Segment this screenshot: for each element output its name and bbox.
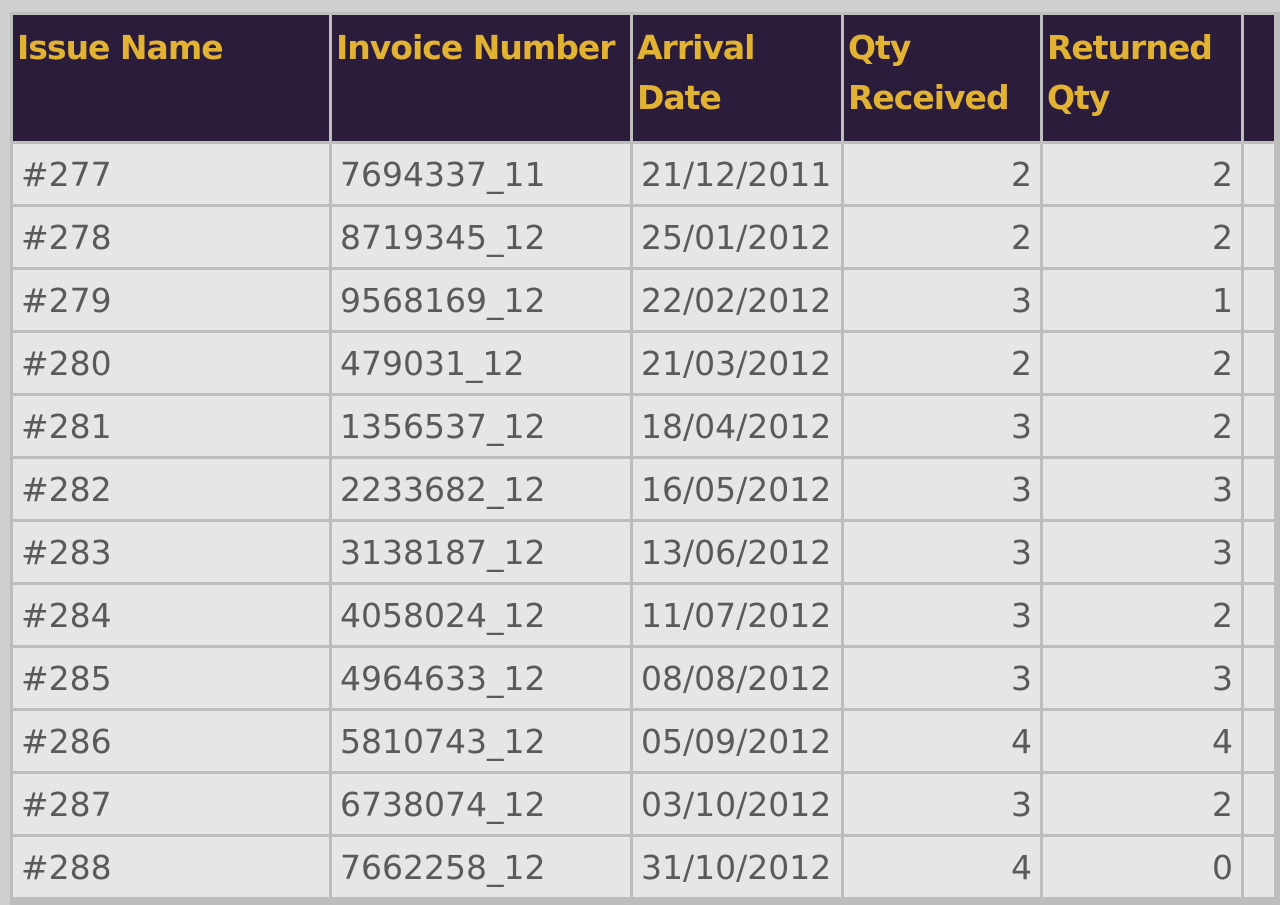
table-cell: 05/09/2012 bbox=[633, 711, 841, 771]
table-cell: 0 bbox=[1043, 837, 1241, 897]
table-cell: 2 bbox=[1043, 333, 1241, 393]
table-cell-partial bbox=[1244, 459, 1274, 519]
header-row: Issue Name Invoice Number Arrival Date Qty … bbox=[13, 15, 1274, 141]
table-cell: 2 bbox=[1043, 774, 1241, 834]
table-cell: 4058024_12 bbox=[332, 585, 630, 645]
table-cell: 2 bbox=[844, 207, 1040, 267]
table-cell-partial bbox=[1244, 711, 1274, 771]
table-cell: #280 bbox=[13, 333, 329, 393]
table-cell-partial bbox=[1244, 774, 1274, 834]
table-cell: #281 bbox=[13, 396, 329, 456]
table-cell: 25/01/2012 bbox=[633, 207, 841, 267]
column-header[interactable]: Issue Name bbox=[13, 15, 329, 141]
table-row[interactable]: #281 1356537_12 18/04/2012 3 2 bbox=[13, 396, 1274, 456]
table-cell-partial bbox=[1244, 522, 1274, 582]
table-cell: #284 bbox=[13, 585, 329, 645]
table-cell: 2 bbox=[844, 333, 1040, 393]
table-cell: #279 bbox=[13, 270, 329, 330]
table-cell: #277 bbox=[13, 144, 329, 204]
table-cell: 2233682_12 bbox=[332, 459, 630, 519]
table-cell-partial bbox=[1244, 333, 1274, 393]
column-header[interactable]: Arrival Date bbox=[633, 15, 841, 141]
table-cell: 9568169_12 bbox=[332, 270, 630, 330]
table-body: #277 7694337_11 21/12/2011 2 2 #278 8719345_12… bbox=[13, 144, 1274, 897]
table-cell: #287 bbox=[13, 774, 329, 834]
table-cell: 4 bbox=[844, 711, 1040, 771]
table-cell: 7662258_12 bbox=[332, 837, 630, 897]
column-header[interactable]: Returned Qty bbox=[1043, 15, 1241, 141]
table-cell: 3 bbox=[1043, 648, 1241, 708]
table-cell: 18/04/2012 bbox=[633, 396, 841, 456]
table-cell: 3 bbox=[844, 585, 1040, 645]
table-cell: 1356537_12 bbox=[332, 396, 630, 456]
table-cell: 3 bbox=[1043, 459, 1241, 519]
table-cell: 08/08/2012 bbox=[633, 648, 841, 708]
table-cell: 479031_12 bbox=[332, 333, 630, 393]
table-cell: 21/12/2011 bbox=[633, 144, 841, 204]
table-cell: #283 bbox=[13, 522, 329, 582]
table-cell: 7694337_11 bbox=[332, 144, 630, 204]
table-cell: 3 bbox=[844, 270, 1040, 330]
data-table: Issue Name Invoice Number Arrival Date Qty … bbox=[10, 12, 1277, 900]
table-row[interactable]: #288 7662258_12 31/10/2012 4 0 bbox=[13, 837, 1274, 897]
table-cell-partial bbox=[1244, 270, 1274, 330]
table-cell: 4964633_12 bbox=[332, 648, 630, 708]
table-cell: 3 bbox=[844, 648, 1040, 708]
table-cell: 3 bbox=[844, 396, 1040, 456]
table-row[interactable]: #279 9568169_12 22/02/2012 3 1 bbox=[13, 270, 1274, 330]
table-cell: 6738074_12 bbox=[332, 774, 630, 834]
table-row[interactable]: #278 8719345_12 25/01/2012 2 2 bbox=[13, 207, 1274, 267]
table-cell-partial bbox=[1244, 648, 1274, 708]
table-cell: 2 bbox=[1043, 396, 1241, 456]
table-cell: 3 bbox=[844, 522, 1040, 582]
column-header[interactable]: Invoice Number bbox=[332, 15, 630, 141]
column-header-partial bbox=[1244, 15, 1274, 141]
table-cell-partial bbox=[1244, 144, 1274, 204]
table-row[interactable]: #287 6738074_12 03/10/2012 3 2 bbox=[13, 774, 1274, 834]
table-cell: 4 bbox=[844, 837, 1040, 897]
column-header[interactable]: Qty Received bbox=[844, 15, 1040, 141]
table-row[interactable]: #286 5810743_12 05/09/2012 4 4 bbox=[13, 711, 1274, 771]
table-cell: 13/06/2012 bbox=[633, 522, 841, 582]
table-cell: 3 bbox=[844, 774, 1040, 834]
table-cell: #278 bbox=[13, 207, 329, 267]
table-cell: 21/03/2012 bbox=[633, 333, 841, 393]
table-row[interactable]: #282 2233682_12 16/05/2012 3 3 bbox=[13, 459, 1274, 519]
table-cell: #285 bbox=[13, 648, 329, 708]
table-view: Issue Name Invoice Number Arrival Date Qty … bbox=[10, 12, 1280, 905]
table-cell: 3 bbox=[1043, 522, 1241, 582]
table-cell: 2 bbox=[1043, 207, 1241, 267]
table-cell: 2 bbox=[1043, 144, 1241, 204]
table-row[interactable]: #284 4058024_12 11/07/2012 3 2 bbox=[13, 585, 1274, 645]
table-cell: 03/10/2012 bbox=[633, 774, 841, 834]
table-row[interactable]: #285 4964633_12 08/08/2012 3 3 bbox=[13, 648, 1274, 708]
table-cell: #286 bbox=[13, 711, 329, 771]
table-cell: 5810743_12 bbox=[332, 711, 630, 771]
table-cell: 3138187_12 bbox=[332, 522, 630, 582]
table-row[interactable]: #277 7694337_11 21/12/2011 2 2 bbox=[13, 144, 1274, 204]
table-cell-partial bbox=[1244, 837, 1274, 897]
table-cell-partial bbox=[1244, 396, 1274, 456]
table-cell: 1 bbox=[1043, 270, 1241, 330]
table-cell-partial bbox=[1244, 585, 1274, 645]
table-cell: 11/07/2012 bbox=[633, 585, 841, 645]
table-cell: 2 bbox=[844, 144, 1040, 204]
table-cell: 2 bbox=[1043, 585, 1241, 645]
table-cell: #282 bbox=[13, 459, 329, 519]
table-cell: 22/02/2012 bbox=[633, 270, 841, 330]
table-cell: #288 bbox=[13, 837, 329, 897]
table-cell: 3 bbox=[844, 459, 1040, 519]
table-row[interactable]: #283 3138187_12 13/06/2012 3 3 bbox=[13, 522, 1274, 582]
table-cell: 16/05/2012 bbox=[633, 459, 841, 519]
table-cell-partial bbox=[1244, 207, 1274, 267]
table-row[interactable]: #280 479031_12 21/03/2012 2 2 bbox=[13, 333, 1274, 393]
table-cell: 31/10/2012 bbox=[633, 837, 841, 897]
table-cell: 8719345_12 bbox=[332, 207, 630, 267]
table-cell: 4 bbox=[1043, 711, 1241, 771]
